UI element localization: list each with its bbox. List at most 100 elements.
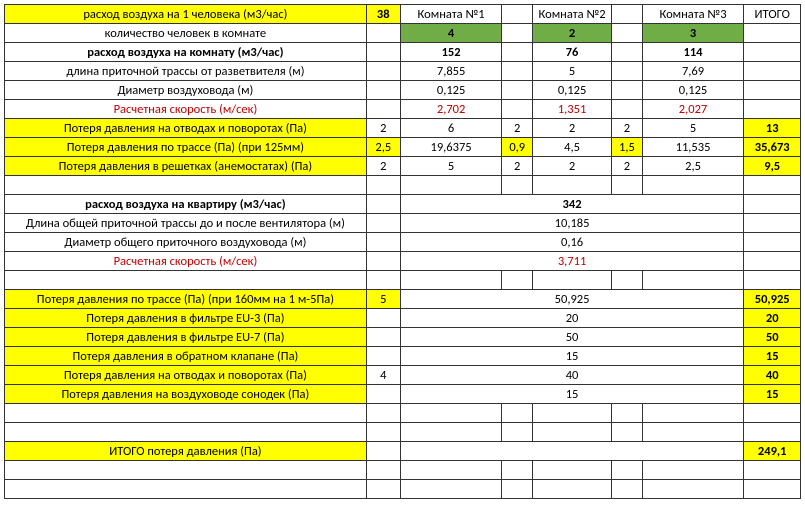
tot: 13	[744, 119, 801, 138]
hdr-room1: Комната №1	[400, 5, 502, 24]
spacer-6	[5, 480, 801, 499]
tot	[744, 43, 801, 62]
r2: 1,351	[532, 100, 611, 119]
lbl: Потеря давления в фильтре EU-7 (Па)	[5, 328, 367, 347]
lbl: расход воздуха на квартиру (м3/час)	[5, 195, 367, 214]
p	[366, 62, 400, 81]
tot	[744, 24, 801, 43]
c3: 2	[612, 157, 643, 176]
tot: 35,673	[744, 138, 801, 157]
tot: 50,925	[744, 290, 801, 309]
tot	[744, 100, 801, 119]
lbl: Расчетная скорость (м/сек)	[5, 252, 367, 271]
lbl: количество человек в комнате	[5, 24, 367, 43]
p	[366, 347, 400, 366]
p	[366, 24, 400, 43]
val: 0,16	[400, 233, 744, 252]
spacer-2	[5, 271, 801, 290]
r1: 5	[400, 157, 502, 176]
val-per-person: 38	[366, 5, 400, 24]
c3: 2	[612, 119, 643, 138]
g2	[612, 43, 643, 62]
r3: 2,027	[642, 100, 744, 119]
lbl: Диаметр общего приточного воздуховода (м…	[5, 233, 367, 252]
tot	[744, 233, 801, 252]
p	[366, 309, 400, 328]
val: 15	[400, 385, 744, 404]
tot: 9,5	[744, 157, 801, 176]
r1: 7,855	[400, 62, 502, 81]
r1: 4	[400, 24, 502, 43]
r1: 6	[400, 119, 502, 138]
spacer-4	[5, 423, 801, 442]
row-common-speed: Расчетная скорость (м/сек) 3,711	[5, 252, 801, 271]
g1	[502, 24, 533, 43]
hdr-room3: Комната №3	[642, 5, 744, 24]
val: 50,925	[400, 290, 744, 309]
p: 2	[366, 157, 400, 176]
row-loss-route: Потеря давления по трассе (Па) (при 125м…	[5, 138, 801, 157]
header-row: расход воздуха на 1 человека (м3/час) 38…	[5, 5, 801, 24]
row-total-loss: ИТОГО потеря давления (Па) 249,1	[5, 442, 801, 461]
row-loss-turns: Потеря давления на отводах и поворотах (…	[5, 119, 801, 138]
g1	[502, 43, 533, 62]
hdr-gap2	[612, 5, 643, 24]
row-per-room: расход воздуха на комнату (м3/час) 152 7…	[5, 43, 801, 62]
r3: 3	[642, 24, 744, 43]
lbl: Потеря давления по трассе (Па) (при 125м…	[5, 138, 367, 157]
r3: 0,125	[642, 81, 744, 100]
row-loss-turns2: Потеря давления на отводах и поворотах (…	[5, 366, 801, 385]
tot	[744, 252, 801, 271]
r3: 7,69	[642, 62, 744, 81]
tot	[744, 195, 801, 214]
r3: 2,5	[642, 157, 744, 176]
val: 40	[400, 366, 744, 385]
tot: 40	[744, 366, 801, 385]
row-apt-flow: расход воздуха на квартиру (м3/час) 342	[5, 195, 801, 214]
r2: 2	[532, 119, 611, 138]
row-loss-valve: Потеря давления в обратном клапане (Па) …	[5, 347, 801, 366]
lbl: Диаметр воздуховода (м)	[5, 81, 367, 100]
r1: 0,125	[400, 81, 502, 100]
lbl: Длина общей приточной трассы до и после …	[5, 214, 367, 233]
row-speed: Расчетная скорость (м/сек) 2,702 1,351 2…	[5, 100, 801, 119]
spacer-1	[5, 176, 801, 195]
tot	[744, 81, 801, 100]
p: 2	[366, 119, 400, 138]
tot: 50	[744, 328, 801, 347]
lbl: Потеря давления в фильтре EU-3 (Па)	[5, 309, 367, 328]
tot	[744, 214, 801, 233]
tot: 15	[744, 347, 801, 366]
r3: 5	[642, 119, 744, 138]
hdr-gap1	[502, 5, 533, 24]
p	[366, 214, 400, 233]
r3: 11,535	[642, 138, 744, 157]
g2	[612, 24, 643, 43]
p: 5	[366, 290, 400, 309]
val: 15	[400, 347, 744, 366]
lbl: Потеря давления в обратном клапане (Па)	[5, 347, 367, 366]
g2	[612, 100, 643, 119]
p	[366, 328, 400, 347]
g2	[612, 81, 643, 100]
lbl: Потеря давления по трассе (Па) (при 160м…	[5, 290, 367, 309]
g1	[502, 62, 533, 81]
p	[366, 43, 400, 62]
p	[366, 385, 400, 404]
r2: 5	[532, 62, 611, 81]
row-diameter: Диаметр воздуховода (м) 0,125 0,125 0,12…	[5, 81, 801, 100]
row-loss-grilles: Потеря давления в решетках (анемостатах)…	[5, 157, 801, 176]
c2: 2	[502, 157, 533, 176]
lbl-per-person: расход воздуха на 1 человека (м3/час)	[5, 5, 367, 24]
g1	[502, 100, 533, 119]
c2: 0,9	[502, 138, 533, 157]
ventilation-calc-table: расход воздуха на 1 человека (м3/час) 38…	[4, 4, 801, 499]
lbl: Расчетная скорость (м/сек)	[5, 100, 367, 119]
val: 342	[400, 195, 744, 214]
r2: 2	[532, 157, 611, 176]
lbl: Потеря давления в решетках (анемостатах)…	[5, 157, 367, 176]
tot: 20	[744, 309, 801, 328]
row-common-len: Длина общей приточной трассы до и после …	[5, 214, 801, 233]
lbl: расход воздуха на комнату (м3/час)	[5, 43, 367, 62]
r1: 152	[400, 43, 502, 62]
